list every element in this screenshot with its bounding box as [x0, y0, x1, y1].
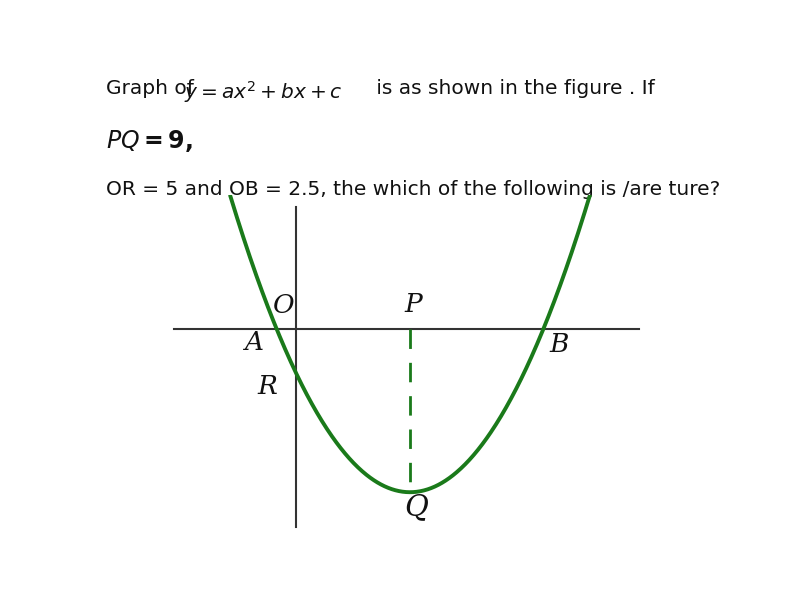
Text: OR = 5 and OB = 2.5, the which of the following is /are ture?: OR = 5 and OB = 2.5, the which of the fo… [106, 180, 721, 200]
Text: $y = ax^2 + bx + c$: $y = ax^2 + bx + c$ [184, 79, 342, 105]
Text: O: O [273, 293, 294, 318]
Text: is as shown in the figure . If: is as shown in the figure . If [370, 79, 654, 98]
Text: B: B [550, 332, 569, 356]
Text: A: A [244, 330, 263, 355]
Text: P: P [404, 292, 422, 316]
Text: Graph of: Graph of [106, 79, 201, 98]
Text: R: R [258, 373, 278, 399]
Text: Q: Q [404, 493, 428, 521]
Text: $\mathbf{\mathit{PQ}}$$\mathbf{= 9,}$: $\mathbf{\mathit{PQ}}$$\mathbf{= 9,}$ [106, 128, 193, 154]
